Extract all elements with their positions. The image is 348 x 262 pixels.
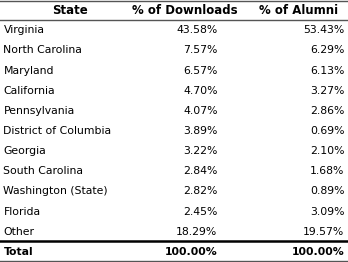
Text: California: California (3, 86, 55, 96)
Text: 6.57%: 6.57% (183, 66, 218, 75)
Text: % of Downloads: % of Downloads (132, 4, 237, 17)
Text: Virginia: Virginia (3, 25, 45, 35)
Text: 4.70%: 4.70% (183, 86, 218, 96)
Text: Maryland: Maryland (3, 66, 54, 75)
Text: 0.89%: 0.89% (310, 187, 345, 196)
Text: 7.57%: 7.57% (183, 45, 218, 55)
Text: Other: Other (3, 227, 34, 237)
Text: North Carolina: North Carolina (3, 45, 82, 55)
Text: State: State (52, 4, 87, 17)
Text: % of Alumni: % of Alumni (259, 4, 338, 17)
Text: 19.57%: 19.57% (303, 227, 345, 237)
Text: 43.58%: 43.58% (176, 25, 218, 35)
Text: 100.00%: 100.00% (165, 247, 218, 257)
Text: 0.69%: 0.69% (310, 126, 345, 136)
Text: 2.84%: 2.84% (183, 166, 218, 176)
Text: Pennsylvania: Pennsylvania (3, 106, 75, 116)
Text: Total: Total (3, 247, 33, 257)
Text: 3.27%: 3.27% (310, 86, 345, 96)
Text: 2.86%: 2.86% (310, 106, 345, 116)
Text: 2.45%: 2.45% (183, 207, 218, 217)
Text: 6.13%: 6.13% (310, 66, 345, 75)
Text: 53.43%: 53.43% (303, 25, 345, 35)
Text: 4.07%: 4.07% (183, 106, 218, 116)
Text: 3.89%: 3.89% (183, 126, 218, 136)
Text: 6.29%: 6.29% (310, 45, 345, 55)
Text: South Carolina: South Carolina (3, 166, 84, 176)
Text: Washington (State): Washington (State) (3, 187, 108, 196)
Text: 18.29%: 18.29% (176, 227, 218, 237)
Text: 3.09%: 3.09% (310, 207, 345, 217)
Text: Georgia: Georgia (3, 146, 46, 156)
Text: 3.22%: 3.22% (183, 146, 218, 156)
Text: 100.00%: 100.00% (292, 247, 345, 257)
Text: District of Columbia: District of Columbia (3, 126, 112, 136)
Text: 1.68%: 1.68% (310, 166, 345, 176)
Text: Florida: Florida (3, 207, 41, 217)
Text: 2.10%: 2.10% (310, 146, 345, 156)
Text: 2.82%: 2.82% (183, 187, 218, 196)
